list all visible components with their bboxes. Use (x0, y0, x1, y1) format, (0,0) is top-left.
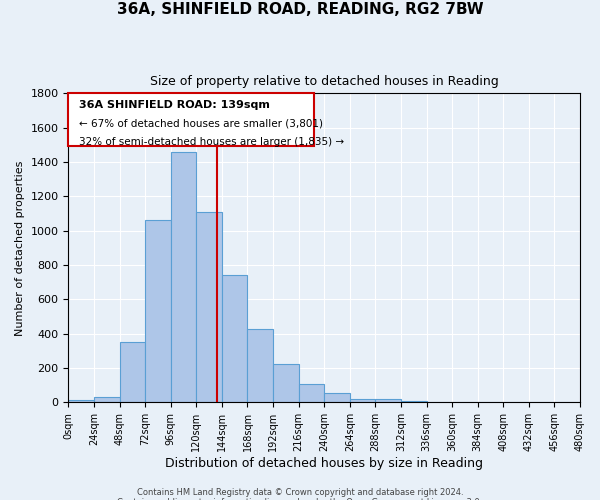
Bar (145, 220, 171, 402)
Text: Contains public sector information licensed under the Open Government Licence v3: Contains public sector information licen… (118, 498, 482, 500)
Bar (273, 364, 299, 403)
FancyBboxPatch shape (68, 94, 314, 146)
Bar (196, 212, 222, 402)
Bar (247, 328, 273, 402)
Bar (350, 399, 376, 402)
Bar (68, 400, 94, 402)
Title: Size of property relative to detached houses in Reading: Size of property relative to detached ho… (150, 75, 499, 88)
Text: 36A SHINFIELD ROAD: 139sqm: 36A SHINFIELD ROAD: 139sqm (79, 100, 269, 110)
Bar (222, 276, 247, 402)
Bar (324, 393, 350, 402)
Bar (376, 399, 401, 402)
X-axis label: Distribution of detached houses by size in Reading: Distribution of detached houses by size … (165, 457, 483, 470)
Bar (94, 398, 119, 402)
Text: 36A, SHINFIELD ROAD, READING, RG2 7BW: 36A, SHINFIELD ROAD, READING, RG2 7BW (116, 2, 484, 18)
Text: ← 67% of detached houses are smaller (3,801): ← 67% of detached houses are smaller (3,… (79, 118, 323, 128)
Bar (171, 152, 196, 402)
Text: 32% of semi-detached houses are larger (1,835) →: 32% of semi-detached houses are larger (… (79, 136, 344, 146)
Bar (401, 401, 427, 402)
Y-axis label: Number of detached properties: Number of detached properties (15, 160, 25, 336)
Text: Contains HM Land Registry data © Crown copyright and database right 2024.: Contains HM Land Registry data © Crown c… (137, 488, 463, 497)
Bar (119, 342, 145, 402)
Bar (299, 384, 324, 402)
